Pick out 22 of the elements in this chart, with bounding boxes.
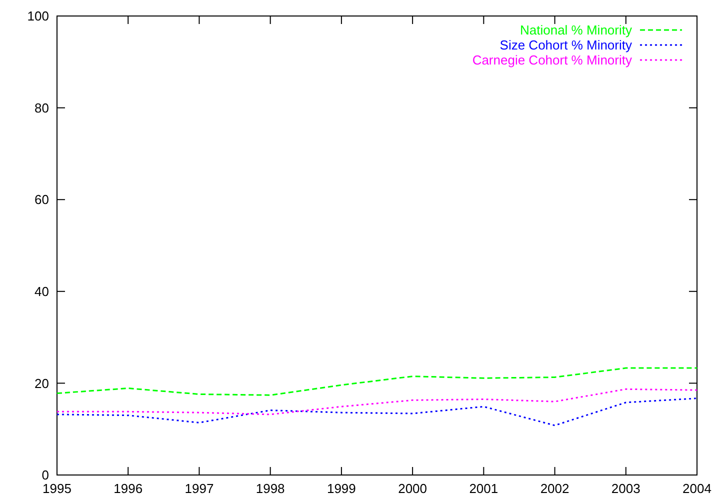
line-series <box>56 367 698 396</box>
x-tick-label: 2002 <box>540 481 570 496</box>
x-tick-label: 2004 <box>682 481 712 496</box>
legend-label: Size Cohort % Minority <box>500 38 632 53</box>
x-tick-label: 1997 <box>184 481 214 496</box>
y-tick-label: 20 <box>34 376 49 391</box>
x-tick-label: 1995 <box>42 481 72 496</box>
line-series <box>56 398 698 426</box>
x-tick-label: 1996 <box>114 481 143 496</box>
y-tick-label: 80 <box>34 100 49 116</box>
x-tick-label: 2000 <box>398 481 428 496</box>
y-tick-label: 60 <box>34 192 49 208</box>
y-tick-label: 40 <box>34 284 49 299</box>
x-tick-label: 1999 <box>326 481 356 496</box>
legend-label: Carnegie Cohort % Minority <box>472 52 632 68</box>
legend-label: National % Minority <box>520 22 632 38</box>
y-tick-label: 100 <box>27 8 49 24</box>
x-tick-label: 1998 <box>256 481 285 496</box>
y-tick-label: 0 <box>42 468 49 483</box>
x-tick-label: 2003 <box>611 481 640 496</box>
x-tick-label: 2001 <box>469 481 498 496</box>
line-series <box>56 388 698 416</box>
